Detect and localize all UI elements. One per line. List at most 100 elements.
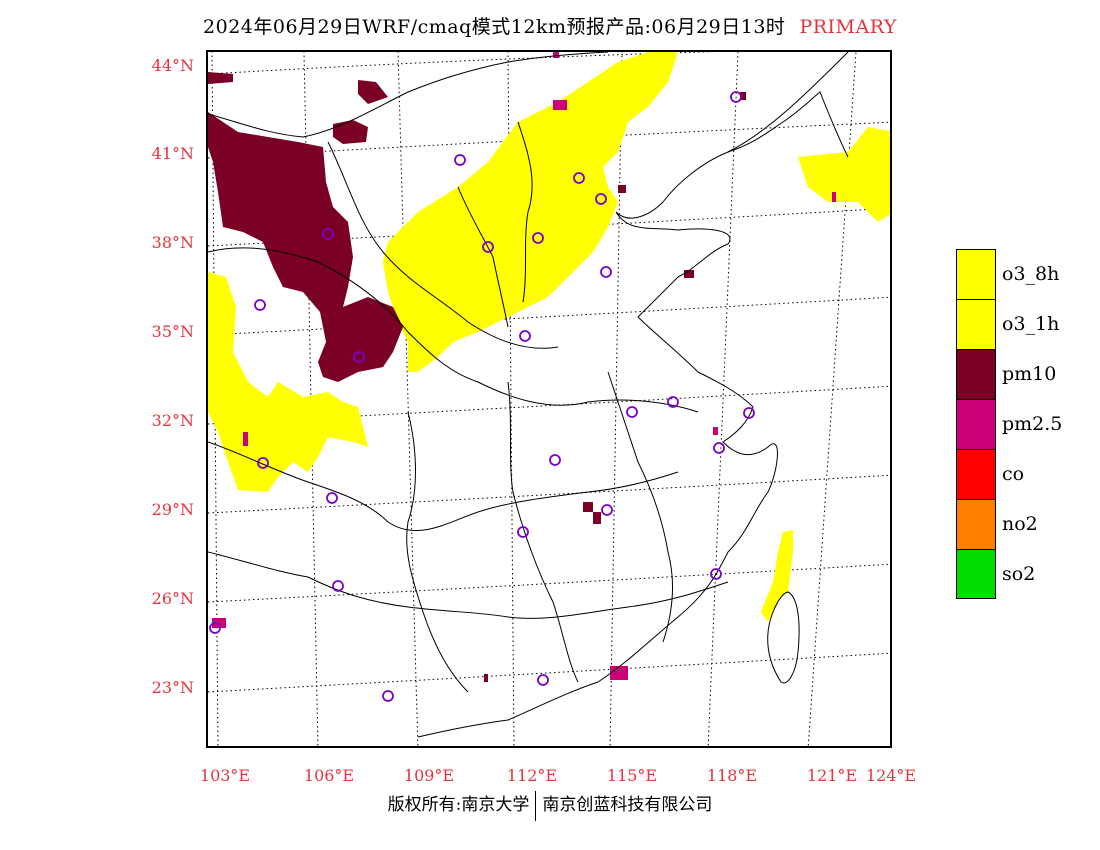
lat-label-26: 26°N <box>151 589 194 608</box>
station-marker <box>532 232 544 244</box>
legend-swatch <box>956 249 996 299</box>
station-marker <box>254 299 266 311</box>
boundary-province-9 <box>457 186 509 328</box>
station-marker <box>573 172 585 184</box>
pm10-shandong <box>684 270 694 278</box>
legend-label: o3_8h <box>1002 263 1060 285</box>
lat-label-44: 44°N <box>151 56 194 75</box>
legend-label: no2 <box>1002 513 1038 535</box>
station-marker <box>257 457 269 469</box>
lat-label-23: 23°N <box>151 678 194 697</box>
lat-label-41: 41°N <box>151 144 194 163</box>
pm10-north-patch <box>333 120 368 144</box>
lon-label-109: 109°E <box>403 766 455 785</box>
station-marker <box>353 351 365 363</box>
meridian-118 <box>707 52 739 746</box>
legend-item-so2: so2 <box>956 549 1096 599</box>
pollutant-legend: o3_8h o3_1h pm10 pm2.5 co no2 so2 <box>956 249 1096 599</box>
legend-label: co <box>1002 463 1025 485</box>
station-marker <box>667 396 679 408</box>
o3-east-coast <box>761 530 793 622</box>
legend-swatch <box>956 549 996 599</box>
legend-item-no2: no2 <box>956 499 1096 549</box>
o3-north-china-plain <box>383 52 678 372</box>
boundary-province-1 <box>208 247 699 413</box>
station-marker <box>519 330 531 342</box>
station-marker <box>600 266 612 278</box>
map-plot-area <box>206 50 892 748</box>
pm10-jiangxi-2 <box>593 512 601 524</box>
o3-northeast <box>798 127 890 222</box>
lon-label-124: 124°E <box>865 766 917 785</box>
parallel-26 <box>208 563 890 603</box>
lat-label-32: 32°N <box>151 411 194 430</box>
pm25-fujian <box>713 427 718 435</box>
station-marker <box>710 568 722 580</box>
parallel-35 <box>208 296 890 336</box>
title-main: 2024年06月29日WRF/cmaq模式12km预报产品:06月29日13时 <box>203 16 786 38</box>
boundary-national-north <box>208 52 609 138</box>
legend-swatch <box>956 499 996 549</box>
station-marker <box>743 407 755 419</box>
station-marker <box>537 674 549 686</box>
pm10-liaoning <box>740 92 746 100</box>
lon-label-106: 106°E <box>303 766 355 785</box>
lon-label-112: 112°E <box>506 766 558 785</box>
station-marker <box>326 492 338 504</box>
pm10-jiangxi-1 <box>583 502 593 512</box>
legend-swatch <box>956 399 996 449</box>
footer-copyright: 版权所有:南京大学 <box>387 795 530 815</box>
legend-label: pm10 <box>1002 363 1057 385</box>
boundary-coastline-north <box>417 52 849 738</box>
lat-label-38: 38°N <box>151 233 194 252</box>
legend-item-co: co <box>956 449 1096 499</box>
station-marker <box>382 690 394 702</box>
lon-label-118: 118°E <box>706 766 758 785</box>
legend-item-o3-8h: o3_8h <box>956 249 1096 299</box>
pm25-inner-mongolia <box>553 100 567 110</box>
legend-swatch <box>956 449 996 499</box>
legend-label: pm2.5 <box>1002 413 1063 435</box>
boundary-province-4 <box>208 551 729 619</box>
footer-company: 南京创蓝科技有限公司 <box>542 795 713 815</box>
station-marker <box>713 442 725 454</box>
legend-swatch <box>956 299 996 349</box>
lat-label-35: 35°N <box>151 322 194 341</box>
pm10-hebei <box>618 185 626 193</box>
legend-item-pm10: pm10 <box>956 349 1096 399</box>
lon-label-103: 103°E <box>199 766 251 785</box>
pm25-west <box>243 432 248 446</box>
pm10-northwest-edge <box>208 72 233 84</box>
map-canvas <box>208 52 890 746</box>
station-marker <box>454 154 466 166</box>
pm25-guangdong <box>610 666 628 680</box>
pm10-north-patch-2 <box>358 80 388 104</box>
parallel-23 <box>208 652 890 693</box>
meridian-115 <box>609 52 623 746</box>
parallel-38 <box>208 207 890 247</box>
station-marker <box>626 406 638 418</box>
boundary-province-6 <box>507 381 579 683</box>
o3-west <box>208 272 368 492</box>
legend-item-pm25: pm2.5 <box>956 399 1096 449</box>
legend-label: so2 <box>1002 563 1036 585</box>
boundary-province-8 <box>517 121 533 303</box>
pm25-north-edge <box>553 52 559 58</box>
station-marker <box>601 504 613 516</box>
boundary-province-7 <box>607 371 674 643</box>
map-title: 2024年06月29日WRF/cmaq模式12km预报产品:06月29日13时 P… <box>0 12 1100 39</box>
station-marker <box>332 580 344 592</box>
o3-regions <box>208 52 890 622</box>
station-marker <box>482 241 494 253</box>
parallel-32 <box>208 385 890 425</box>
pm25-northeast <box>832 192 836 202</box>
pm25-regions <box>212 52 836 680</box>
station-marker <box>549 454 561 466</box>
station-marker <box>595 193 607 205</box>
lat-label-29: 29°N <box>151 500 194 519</box>
boundary-korea-liaoning <box>727 91 849 158</box>
title-primary-tag: PRIMARY <box>799 16 897 38</box>
lon-label-121: 121°E <box>806 766 858 785</box>
lon-label-115: 115°E <box>606 766 658 785</box>
station-marker <box>322 228 334 240</box>
